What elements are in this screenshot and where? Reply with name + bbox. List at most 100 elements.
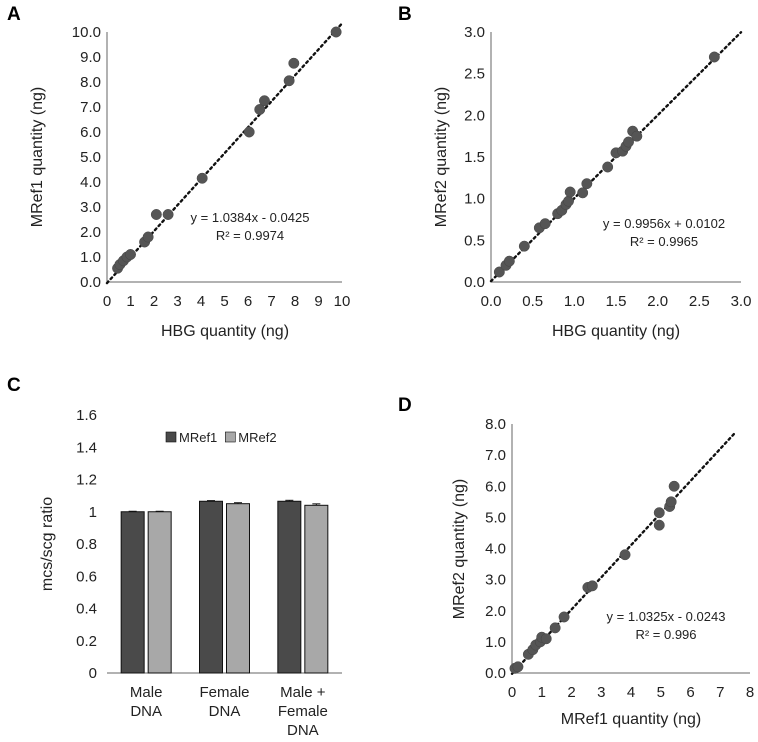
data-point — [564, 186, 576, 198]
x-tick-label: 6 — [244, 293, 252, 310]
x-tick-label: 4 — [627, 684, 635, 701]
y-tick-label: 7.0 — [485, 447, 506, 464]
x-tick-label: 2.5 — [689, 293, 710, 310]
x-tick-label: 3.0 — [731, 293, 752, 310]
category-label: DNA — [287, 722, 319, 739]
category-label: Female — [278, 703, 328, 720]
y-tick-label: 6.0 — [485, 478, 506, 495]
y-tick-label: 2.5 — [464, 66, 485, 83]
data-point — [283, 75, 295, 87]
y-tick-label: 1.0 — [464, 191, 485, 208]
y-tick-label: 0.8 — [76, 536, 97, 553]
x-tick-label: 0 — [103, 293, 111, 310]
label-background — [627, 234, 701, 249]
trend-equation: y = 0.9956x + 0.0102 — [603, 216, 725, 231]
legend: MRef1 MRef2 — [165, 430, 277, 445]
y-tick-label: 4.0 — [485, 541, 506, 558]
label-background — [213, 228, 287, 243]
legend-swatch-MRef1 — [165, 431, 177, 443]
x-tick-label: 0.0 — [481, 293, 502, 310]
data-point — [254, 104, 266, 115]
x-tick-label: 5 — [657, 684, 665, 701]
panel-label-D: D — [398, 395, 412, 416]
y-tick-label: 7.0 — [80, 99, 101, 116]
x-tick-label: 10 — [334, 293, 351, 310]
panel-D: D 0 1 2 3 4 5 6 7 8 0.0 1.0 2.0 3.0 4.0 5.0 6.0 7.0 8.0 MRe… — [398, 395, 754, 728]
bar-MRef2 — [226, 503, 250, 674]
data-point — [512, 661, 524, 673]
label-background — [600, 216, 728, 231]
bar-MRef2 — [147, 511, 172, 674]
y-tick-label: 5.0 — [485, 509, 506, 526]
y-axis-title: mcs/scg ratio — [39, 497, 56, 591]
data-point — [150, 209, 162, 220]
x-tick-label: 3 — [173, 293, 181, 310]
y-axis-title: MRef2 quantity (ng) — [451, 479, 468, 620]
data-point — [653, 519, 665, 531]
category-label: Male + — [280, 684, 326, 701]
data-point — [653, 507, 665, 519]
y-tick-label: 0.0 — [485, 665, 506, 682]
panel-label-B: B — [398, 4, 412, 25]
data-point — [243, 126, 255, 138]
x-axis-title: MRef1 quantity (ng) — [561, 711, 702, 728]
y-tick-label: 3.0 — [464, 24, 485, 41]
x-tick-label: 0 — [508, 684, 516, 701]
data-point — [330, 26, 342, 38]
category-label: DNA — [130, 703, 162, 720]
y-axis-title: MRef1 quantity (ng) — [29, 87, 46, 228]
x-tick-label: 9 — [314, 293, 322, 310]
y-tick-label: 1.6 — [76, 407, 97, 424]
data-point — [540, 633, 552, 645]
y-tick-label: 0 — [89, 665, 97, 682]
bar-MRef1 — [120, 511, 145, 674]
x-tick-label: 2 — [150, 293, 158, 310]
category-label: Male — [130, 684, 163, 701]
y-tick-label: 8.0 — [485, 416, 506, 433]
x-tick-label: 8 — [291, 293, 299, 310]
data-point — [668, 480, 680, 492]
label-background — [633, 627, 699, 642]
x-tick-label: 6 — [686, 684, 694, 701]
x-tick-label: 5 — [220, 293, 228, 310]
legend-label-MRef2: MRef2 — [238, 430, 276, 445]
data-point — [665, 496, 677, 508]
y-tick-label: 0.6 — [76, 568, 97, 585]
y-tick-label: 4.0 — [80, 174, 101, 191]
y-tick-label: 2.0 — [80, 224, 101, 241]
y-tick-label: 10.0 — [72, 24, 101, 41]
x-tick-label: 8 — [746, 684, 754, 701]
data-point — [631, 130, 643, 142]
data-point — [162, 209, 174, 220]
data-point — [586, 580, 598, 592]
label-background — [604, 609, 728, 624]
y-tick-label: 0.2 — [76, 633, 97, 650]
data-point — [549, 622, 561, 634]
y-tick-label: 9.0 — [80, 49, 101, 66]
x-axis-title: HBG quantity (ng) — [552, 323, 680, 340]
x-tick-label: 1 — [538, 684, 546, 701]
y-tick-label: 0.0 — [464, 274, 485, 291]
x-tick-label: 2.0 — [647, 293, 668, 310]
data-point — [563, 195, 574, 207]
data-point — [196, 172, 208, 184]
data-point — [602, 161, 614, 173]
x-axis-title: HBG quantity (ng) — [161, 323, 289, 340]
trend-equation: y = 1.0325x - 0.0243 — [607, 609, 726, 624]
r-squared: R² = 0.9965 — [630, 234, 698, 249]
category-label: DNA — [209, 703, 241, 720]
bar-MRef1 — [199, 500, 223, 674]
data-point — [288, 57, 300, 69]
y-tick-label: 0.0 — [80, 274, 101, 291]
x-tick-label: 3 — [597, 684, 605, 701]
y-tick-label: 5.0 — [80, 149, 101, 166]
bar-MRef2 — [304, 504, 329, 674]
data-point — [558, 611, 570, 623]
panel-label-A: A — [7, 4, 21, 25]
panel-C: C 0 0.2 0.4 0.6 0.8 1 1.2 1.4 1.6 mcs/scg ratio Mal… — [7, 375, 342, 739]
data-point — [619, 549, 631, 561]
y-tick-label: 2.0 — [464, 107, 485, 124]
data-point — [503, 255, 515, 267]
bar-MRef1 — [277, 500, 302, 674]
